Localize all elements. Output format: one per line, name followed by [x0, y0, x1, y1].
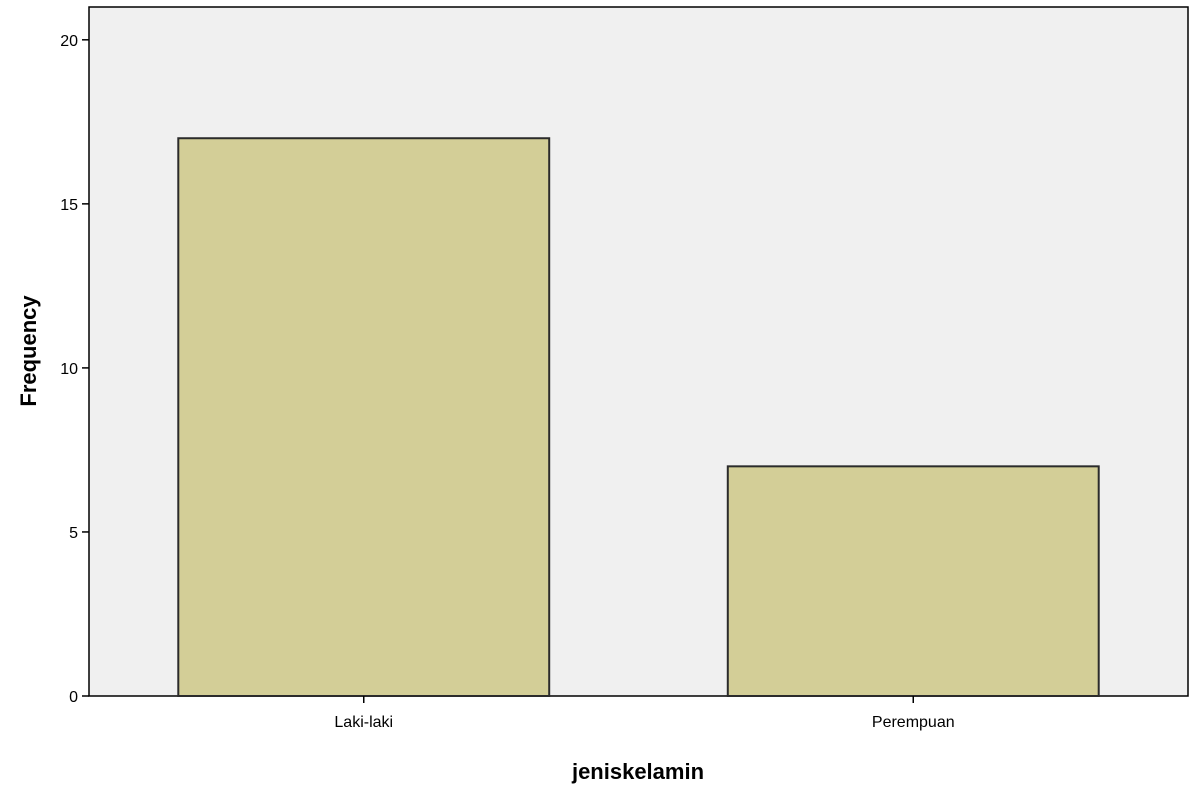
y-tick-label: 0	[69, 689, 78, 706]
y-tick-label: 15	[60, 197, 78, 214]
y-tick-label: 5	[69, 525, 78, 542]
bar-perempuan	[726, 465, 1100, 698]
x-axis-title: jeniskelamin	[571, 759, 704, 784]
x-tick-label: Perempuan	[872, 714, 955, 731]
y-tick-label: 10	[60, 361, 78, 378]
y-axis: 0 5 10 15 20	[60, 33, 89, 706]
x-tick-label: Laki-laki	[334, 714, 393, 731]
y-axis-title: Frequency	[16, 295, 41, 407]
bars-group	[177, 137, 1100, 698]
bar-laki-laki	[177, 137, 551, 697]
y-tick-label: 20	[60, 33, 78, 50]
x-axis: Laki-laki Perempuan	[334, 696, 955, 731]
